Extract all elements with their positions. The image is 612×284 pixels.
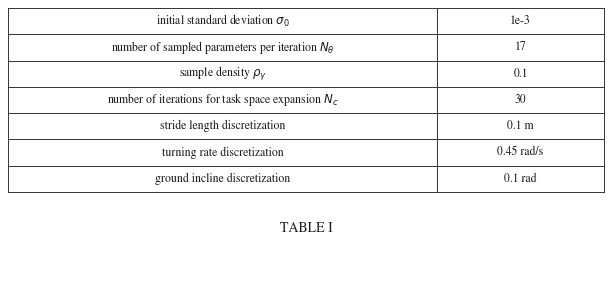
Text: 30: 30 (515, 94, 526, 106)
Text: 17: 17 (515, 41, 526, 53)
Text: number of sampled parameters per iteration $N_\theta$: number of sampled parameters per iterati… (111, 39, 335, 56)
Text: number of iterations for task space expansion $N_c$: number of iterations for task space expa… (106, 91, 338, 108)
Text: initial standard deviation $\sigma_0$: initial standard deviation $\sigma_0$ (155, 13, 289, 29)
Text: stride length discretization: stride length discretization (160, 120, 285, 132)
Text: 0.1: 0.1 (513, 68, 528, 80)
Text: TABLE I: TABLE I (280, 221, 332, 235)
Text: turning rate discretization: turning rate discretization (162, 147, 283, 159)
Text: ground incline discretization: ground incline discretization (155, 173, 290, 185)
Text: 0.1 m: 0.1 m (507, 120, 534, 132)
Text: 1e-3: 1e-3 (510, 15, 531, 27)
Text: 0.1 rad: 0.1 rad (504, 173, 537, 185)
Text: sample density $\rho_\gamma$: sample density $\rho_\gamma$ (179, 65, 266, 83)
Text: 0.45 rad/s: 0.45 rad/s (498, 147, 543, 158)
